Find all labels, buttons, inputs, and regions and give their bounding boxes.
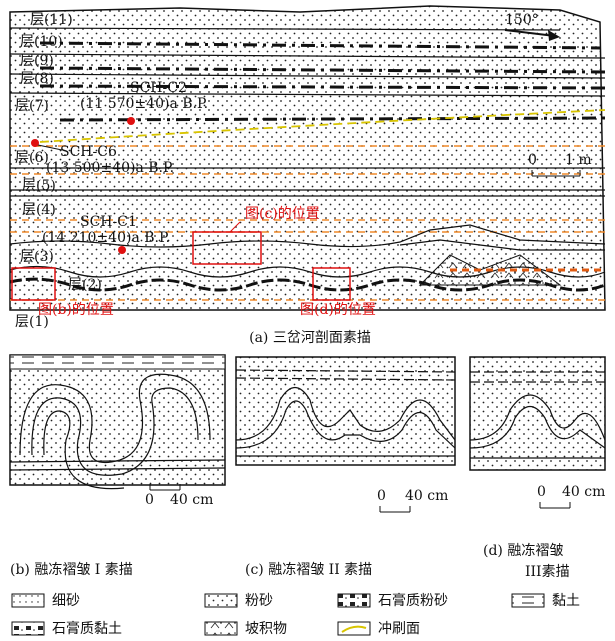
legend-label: 坡积物: [245, 621, 287, 637]
layer-label: 层(4): [22, 202, 56, 218]
legend-label: 粉砂: [245, 593, 273, 609]
scale-length: 40 cm: [170, 492, 213, 508]
panel-d: 0 40 cm (d) 融冻褶皱 III素描: [470, 357, 605, 580]
sample-id: SCH-C1: [80, 214, 137, 230]
location-label: 图(b)的位置: [38, 302, 114, 318]
legend-label: 石膏质黏土: [52, 620, 122, 637]
direction: 150°: [505, 12, 539, 28]
caption: (d) 融冻褶皱: [483, 542, 563, 559]
location-label: 图(d)的位置: [300, 302, 376, 318]
layer-label: 层(10): [20, 34, 63, 50]
layer-label: 层(7): [15, 98, 49, 114]
caption: (b) 融冻褶皱 I 素描: [10, 561, 133, 578]
layer-label: 层(5): [22, 178, 56, 194]
panel-b: 0 40 cm (b) 融冻褶皱 I 素描: [10, 355, 225, 578]
legend-label: 细砂: [52, 593, 80, 609]
legend-label: 黏土: [552, 593, 580, 609]
layer-label: 层(6): [15, 150, 49, 166]
scale-zero: 0: [377, 488, 386, 504]
scale-length: 1 m: [565, 152, 592, 168]
caption: (c) 融冻褶皱 II 素描: [245, 561, 372, 578]
scale-zero: 0: [528, 152, 537, 168]
panel-a: 150° 层(11) 层(10) 层(9) 层(8) 层(7) 层(6) 层(5…: [10, 6, 605, 346]
caption: (a) 三岔河剖面素描: [249, 330, 371, 346]
scale-length: 40 cm: [562, 484, 605, 500]
layer-label: 层(8): [20, 71, 54, 87]
layer-label: 层(3): [20, 249, 54, 265]
caption: III素描: [525, 564, 570, 580]
scale-zero: 0: [537, 484, 546, 500]
panel-c: 0 40 cm (c) 融冻褶皱 II 素描: [236, 357, 455, 578]
sample-id: SCH-C6: [60, 144, 117, 160]
sample-age: (11 570±40)a B.P.: [80, 96, 208, 112]
sample-age: (14 210±40)a B.P.: [42, 230, 170, 246]
location-label: 图(c)的位置: [245, 206, 320, 222]
legend: 细砂 粉砂 石膏质粉砂 黏土 石膏质黏土 坡积物 冲刷面: [12, 592, 580, 637]
sample-age: (13 500±40)a B.P.: [46, 160, 174, 176]
legend-label: 冲刷面: [378, 621, 420, 637]
layer-label: 层(11): [30, 12, 73, 28]
scale-zero: 0: [145, 492, 154, 508]
legend-label: 石膏质粉砂: [378, 592, 448, 609]
scale-length: 40 cm: [405, 488, 448, 504]
figure: 150° 层(11) 层(10) 层(9) 层(8) 层(7) 层(6) 层(5…: [0, 0, 615, 641]
sample-id: SCH-C2: [130, 80, 187, 96]
layer-label: 层(2): [68, 277, 102, 293]
layer-label: 层(9): [20, 53, 54, 69]
